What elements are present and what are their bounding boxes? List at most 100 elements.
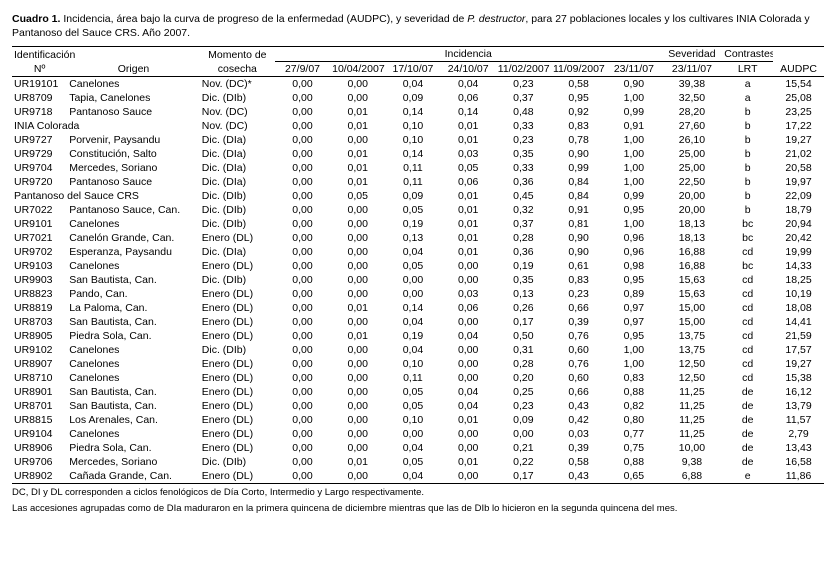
cell: 0,00 — [330, 343, 385, 357]
cell: 0,14 — [385, 105, 440, 119]
table-row: UR8701San Bautista, Can.Enero (DL)0,000,… — [12, 399, 824, 413]
cell: 0,00 — [275, 91, 330, 105]
cell: 0,00 — [275, 427, 330, 441]
cell: 0,00 — [275, 147, 330, 161]
cell: 9,38 — [662, 455, 723, 469]
cell: 19,97 — [773, 175, 824, 189]
cell: 0,23 — [551, 287, 606, 301]
cell: 20,00 — [662, 203, 723, 217]
cell: 0,00 — [330, 217, 385, 231]
table-row: UR9102CanelonesDic. (DIb)0,000,000,040,0… — [12, 343, 824, 357]
cell: 15,63 — [662, 287, 723, 301]
cell: 13,75 — [662, 329, 723, 343]
cell: 0,43 — [551, 469, 606, 484]
cell: 0,03 — [441, 147, 496, 161]
cell: 0,37 — [496, 91, 551, 105]
cell: Dic. (DIb) — [200, 91, 275, 105]
table-caption: Cuadro 1. Incidencia, área bajo la curva… — [12, 12, 824, 40]
hdr-cosecha: cosecha — [200, 62, 275, 77]
cell: de — [722, 441, 773, 455]
cell: 0,00 — [496, 427, 551, 441]
cell: Mercedes, Soriano — [67, 455, 200, 469]
cell: Piedra Sola, Can. — [67, 441, 200, 455]
cell: 0,00 — [275, 343, 330, 357]
cell: 0,13 — [496, 287, 551, 301]
cell: 10,00 — [662, 441, 723, 455]
cell: 0,82 — [606, 399, 661, 413]
cell: Canelones — [67, 259, 200, 273]
cell: Nov. (DC) — [200, 105, 275, 119]
cell: UR7021 — [12, 231, 67, 245]
cell: 6,88 — [662, 469, 723, 484]
cell: UR9720 — [12, 175, 67, 189]
cell: 18,79 — [773, 203, 824, 217]
cell: UR9718 — [12, 105, 67, 119]
cell: 2,79 — [773, 427, 824, 441]
cell: 17,22 — [773, 119, 824, 133]
cell: 22,09 — [773, 189, 824, 203]
cell: 0,01 — [441, 245, 496, 259]
cell: 0,66 — [551, 385, 606, 399]
cell: de — [722, 427, 773, 441]
cell: 0,05 — [441, 161, 496, 175]
cell: Piedra Sola, Can. — [67, 329, 200, 343]
cell: 28,20 — [662, 105, 723, 119]
cell: 0,00 — [441, 371, 496, 385]
hdr-d6: 23/11/07 — [606, 62, 661, 77]
cell: Enero (DL) — [200, 357, 275, 371]
cell: 0,22 — [496, 455, 551, 469]
cell: 14,33 — [773, 259, 824, 273]
cell: 0,00 — [330, 259, 385, 273]
cell: 0,05 — [385, 399, 440, 413]
cell: 0,00 — [275, 119, 330, 133]
cell: 22,50 — [662, 175, 723, 189]
cell: 18,13 — [662, 217, 723, 231]
cell: 0,00 — [330, 203, 385, 217]
cell: Enero (DL) — [200, 371, 275, 385]
cell: UR9903 — [12, 273, 67, 287]
cell: 0,00 — [275, 77, 330, 92]
cell: 0,25 — [496, 385, 551, 399]
cell: Porvenir, Paysandu — [67, 133, 200, 147]
cell: 0,65 — [606, 469, 661, 484]
cell: 0,33 — [496, 161, 551, 175]
cell: Canelón Grande, Can. — [67, 231, 200, 245]
cell: 18,25 — [773, 273, 824, 287]
cell: 1,00 — [606, 161, 661, 175]
table-row: UR9720Pantanoso SauceDic. (DIa)0,000,010… — [12, 175, 824, 189]
table-row: UR8815Los Arenales, Can.Enero (DL)0,000,… — [12, 413, 824, 427]
cell: de — [722, 413, 773, 427]
table-row: UR9727Porvenir, PaysanduDic. (DIa)0,000,… — [12, 133, 824, 147]
cell: 0,60 — [551, 343, 606, 357]
cell: 0,90 — [606, 77, 661, 92]
cell: 0,60 — [551, 371, 606, 385]
cell: 0,11 — [385, 175, 440, 189]
cell: 0,10 — [385, 357, 440, 371]
cell: 0,95 — [606, 203, 661, 217]
cell: cd — [722, 245, 773, 259]
cell: 1,00 — [606, 217, 661, 231]
table-row: UR8823Pando, Can.Enero (DL)0,000,000,000… — [12, 287, 824, 301]
cell: 0,17 — [496, 469, 551, 484]
cell: 20,42 — [773, 231, 824, 245]
cell: 0,92 — [551, 105, 606, 119]
cell: Dic. (DIa) — [200, 133, 275, 147]
cell: 0,00 — [330, 77, 385, 92]
cell: 0,58 — [551, 77, 606, 92]
cell: Canelones — [67, 217, 200, 231]
cell: Enero (DL) — [200, 441, 275, 455]
table-row: UR7021Canelón Grande, Can.Enero (DL)0,00… — [12, 231, 824, 245]
cell: 0,00 — [275, 329, 330, 343]
cell: 0,14 — [385, 301, 440, 315]
cell: cd — [722, 315, 773, 329]
cell: UR8906 — [12, 441, 67, 455]
cell: 0,05 — [385, 455, 440, 469]
cell: 0,83 — [551, 273, 606, 287]
cell: 16,12 — [773, 385, 824, 399]
cell: 0,77 — [606, 427, 661, 441]
cell: 0,00 — [275, 301, 330, 315]
table-row: UR8703San Bautista, Can.Enero (DL)0,000,… — [12, 315, 824, 329]
cell: 0,00 — [330, 427, 385, 441]
hdr-contrastes: Contrastes — [722, 47, 773, 62]
cell: 0,17 — [496, 315, 551, 329]
